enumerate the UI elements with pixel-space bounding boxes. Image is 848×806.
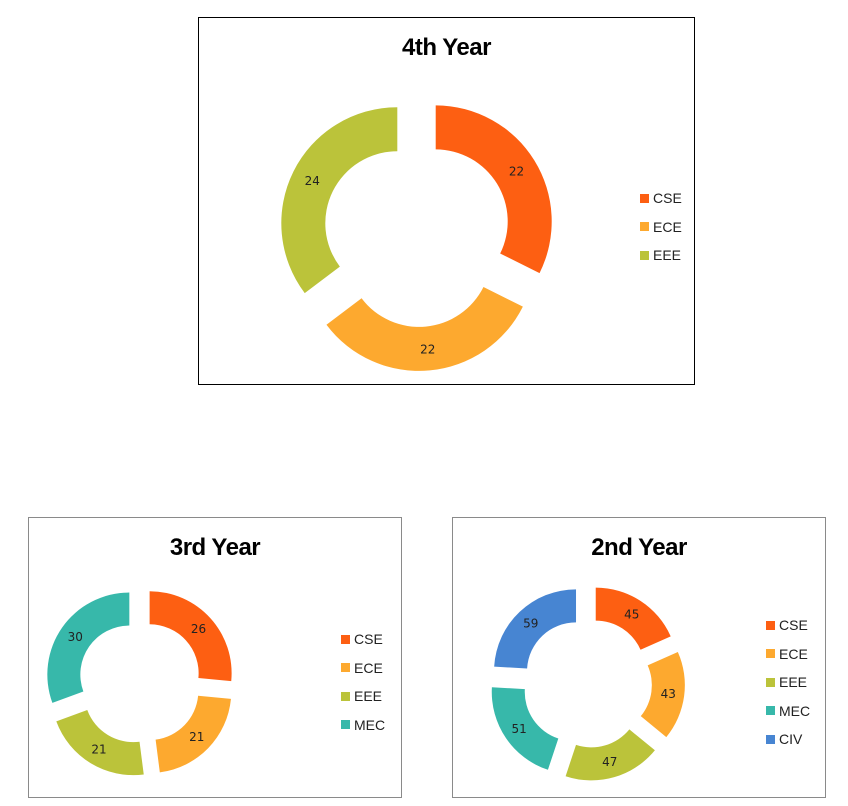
legend-label: CIV	[779, 731, 803, 748]
data-label-cse: 22	[509, 164, 524, 178]
donut-slice-mec	[491, 687, 559, 770]
data-label-mec: 30	[68, 630, 83, 644]
donut-chart: 45 43 47 51 59	[491, 587, 685, 781]
donut-slice-ece	[326, 286, 523, 371]
chart-4th-year: 4th Year 22 22 24 CSE ECE EEE	[198, 17, 695, 385]
legend-swatch	[640, 250, 649, 260]
donut-slice-cse	[595, 587, 671, 650]
data-label-eee: 47	[602, 755, 617, 769]
legend-label: ECE	[653, 218, 682, 235]
legend: CSE ECE EEE	[640, 184, 682, 270]
data-label-ece: 22	[420, 343, 435, 357]
legend-label: EEE	[779, 674, 808, 691]
data-label-civ: 59	[523, 616, 538, 630]
legend-item-eee: EEE	[766, 668, 810, 697]
legend-swatch	[766, 677, 775, 687]
chart-title: 2nd Year	[591, 534, 687, 561]
legend-label: EEE	[354, 688, 383, 705]
legend-label: ECE	[354, 659, 383, 676]
legend-swatch	[341, 691, 350, 701]
legend-swatch	[341, 663, 350, 673]
donut-slice-cse	[435, 105, 552, 274]
legend-label: ECE	[779, 645, 808, 662]
legend-item-cse: CSE	[766, 611, 810, 640]
legend: CSE ECE EEE MEC	[341, 625, 385, 739]
legend-swatch	[766, 620, 775, 630]
chart-title: 4th Year	[402, 34, 491, 61]
donut-slice-eee	[565, 729, 655, 781]
legend-swatch	[766, 706, 775, 716]
legend-label: MEC	[354, 716, 386, 733]
chart-3rd-year: 3rd Year 26 21 21 30 CSE ECE EEE MEC	[28, 517, 402, 798]
chart-2nd-year: 2nd Year 45 43 47 51 59 CSE ECE EEE MEC CIV	[452, 517, 826, 798]
donut-slice-cse	[149, 591, 232, 682]
legend-item-civ: CIV	[766, 725, 810, 754]
legend-item-mec: MEC	[341, 711, 385, 740]
legend-item-mec: MEC	[766, 697, 810, 726]
legend-item-eee: EEE	[341, 682, 385, 711]
data-label-eee: 24	[305, 174, 320, 188]
legend-label: MEC	[779, 702, 811, 719]
data-label-eee: 21	[91, 743, 106, 757]
donut-slice-civ	[494, 589, 577, 669]
donut-slice-mec	[47, 592, 130, 703]
legend-item-cse: CSE	[341, 625, 385, 654]
legend-swatch	[640, 193, 649, 203]
legend-swatch	[640, 222, 649, 232]
legend-swatch	[766, 734, 775, 744]
legend-label: EEE	[653, 247, 682, 264]
legend-swatch	[766, 649, 775, 659]
donut-slice-eee	[56, 710, 144, 776]
legend-label: CSE	[653, 190, 682, 207]
data-label-ece: 21	[189, 730, 204, 744]
legend-item-eee: EEE	[640, 241, 682, 270]
donut-slice-eee	[281, 107, 398, 294]
chart-title: 3rd Year	[169, 534, 261, 561]
legend-item-ece: ECE	[341, 654, 385, 683]
legend-item-ece: ECE	[766, 640, 810, 669]
donut-chart: 26 21 21 30	[47, 591, 232, 776]
donut-chart: 22 22 24	[281, 105, 552, 371]
legend-item-ece: ECE	[640, 213, 682, 242]
donut-slice-ece	[640, 651, 685, 738]
legend-swatch	[341, 634, 350, 644]
data-label-ece: 43	[661, 687, 676, 701]
legend-label: CSE	[354, 631, 383, 648]
legend-item-cse: CSE	[640, 184, 682, 213]
data-label-mec: 51	[512, 722, 527, 736]
legend-label: CSE	[779, 617, 808, 634]
legend-swatch	[341, 720, 350, 730]
data-label-cse: 45	[624, 607, 639, 621]
donut-slice-ece	[155, 695, 231, 773]
data-label-cse: 26	[191, 622, 206, 636]
legend: CSE ECE EEE MEC CIV	[766, 611, 810, 754]
